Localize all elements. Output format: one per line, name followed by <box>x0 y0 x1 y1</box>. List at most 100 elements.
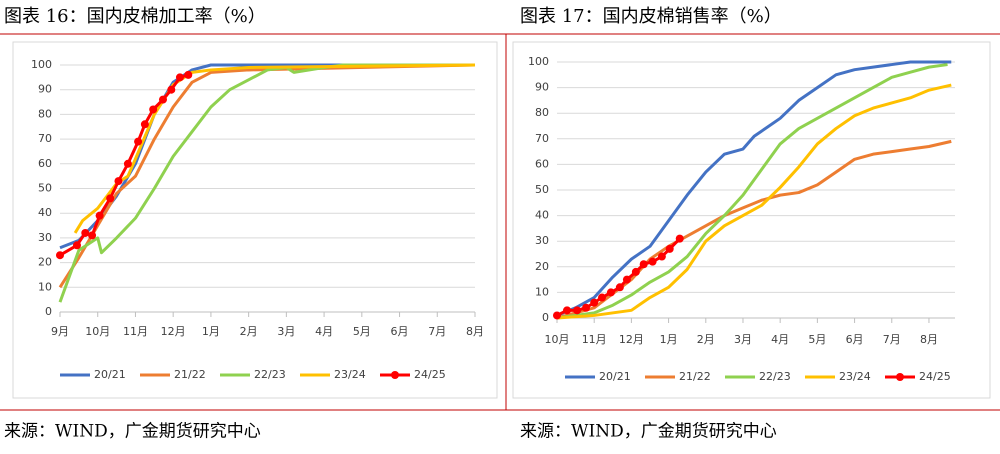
legend-label: 22/23 <box>254 368 286 381</box>
legend-label: 24/25 <box>414 368 446 381</box>
y-tick-label: 90 <box>38 83 52 96</box>
series-line <box>556 83 952 320</box>
y-tick-label: 60 <box>38 157 52 170</box>
chart-title: 图表 16：国内皮棉加工率（%） <box>4 6 266 27</box>
point <box>573 306 582 315</box>
point <box>106 194 115 203</box>
y-tick-label: 90 <box>535 81 549 94</box>
legend-label: 20/21 <box>94 368 126 381</box>
x-tick-label: 12月 <box>161 325 186 338</box>
y-tick-label: 0 <box>45 305 52 318</box>
chart-frame <box>12 41 498 399</box>
legend-label: 23/24 <box>334 368 366 381</box>
y-tick-label: 60 <box>535 157 549 170</box>
point <box>657 252 666 261</box>
point <box>639 260 648 269</box>
legend-marker <box>896 373 904 381</box>
point <box>590 298 599 307</box>
point <box>622 275 631 284</box>
chart-title: 图表 17：国内皮棉销售率（%） <box>520 6 782 27</box>
y-tick-label: 70 <box>38 132 52 145</box>
series-line <box>556 139 952 320</box>
x-tick-label: 5月 <box>808 333 826 346</box>
x-tick-label: 4月 <box>315 325 333 338</box>
point <box>81 228 90 237</box>
y-tick-label: 0 <box>542 311 549 324</box>
y-tick-label: 80 <box>535 106 549 119</box>
point <box>175 73 184 82</box>
legend-label: 21/22 <box>174 368 206 381</box>
point <box>158 95 167 104</box>
y-tick-label: 40 <box>535 209 549 222</box>
legend-label: 24/25 <box>919 370 951 383</box>
point <box>648 257 657 266</box>
point <box>88 231 97 240</box>
x-tick-label: 7月 <box>883 333 901 346</box>
x-tick-label: 4月 <box>771 333 789 346</box>
point <box>631 267 640 276</box>
y-tick-label: 70 <box>535 132 549 145</box>
point <box>184 70 193 79</box>
y-tick-label: 50 <box>535 183 549 196</box>
point <box>582 303 591 312</box>
point <box>56 251 64 260</box>
point <box>598 293 607 302</box>
y-tick-label: 40 <box>38 206 52 219</box>
source-note: 来源：WIND，广金期货研究中心 <box>4 422 261 442</box>
chart-frame <box>512 41 991 399</box>
source-note: 来源：WIND，广金期货研究中心 <box>520 422 777 442</box>
x-tick-label: 3月 <box>277 325 295 338</box>
y-tick-label: 10 <box>38 280 52 293</box>
y-tick-label: 100 <box>528 55 549 68</box>
y-tick-label: 20 <box>535 260 549 273</box>
point <box>675 234 684 243</box>
point <box>95 211 104 220</box>
legend-label: 21/22 <box>679 370 711 383</box>
series-line <box>59 63 475 250</box>
x-tick-label: 6月 <box>846 333 864 346</box>
point <box>140 120 149 129</box>
legend-label: 20/21 <box>599 370 631 383</box>
y-tick-label: 30 <box>38 231 52 244</box>
point <box>123 159 132 168</box>
y-tick-label: 10 <box>535 285 549 298</box>
x-tick-label: 1月 <box>202 325 220 338</box>
y-tick-label: 20 <box>38 256 52 269</box>
series-line <box>73 63 476 234</box>
point <box>553 311 561 320</box>
x-tick-label: 12月 <box>619 333 644 346</box>
y-tick-label: 30 <box>535 234 549 247</box>
y-tick-label: 100 <box>31 58 52 71</box>
point <box>134 137 143 146</box>
x-tick-label: 3月 <box>734 333 752 346</box>
point <box>606 288 615 297</box>
x-tick-label: 1月 <box>660 333 678 346</box>
x-tick-label: 2月 <box>697 333 715 346</box>
point <box>114 177 123 186</box>
x-tick-label: 11月 <box>582 333 607 346</box>
x-tick-label: 10月 <box>85 325 110 338</box>
point <box>167 85 176 94</box>
x-tick-label: 9月 <box>51 325 69 338</box>
x-tick-label: 11月 <box>123 325 148 338</box>
x-tick-label: 8月 <box>920 333 938 346</box>
point <box>563 306 572 315</box>
x-tick-label: 5月 <box>353 325 371 338</box>
series-line <box>556 63 948 320</box>
point <box>72 241 81 250</box>
legend-label: 22/23 <box>759 370 791 383</box>
x-tick-label: 2月 <box>240 325 258 338</box>
y-tick-label: 50 <box>38 182 52 195</box>
legend-label: 23/24 <box>839 370 871 383</box>
point <box>149 105 158 114</box>
x-tick-label: 7月 <box>428 325 446 338</box>
x-tick-label: 6月 <box>391 325 409 338</box>
y-tick-label: 80 <box>38 107 52 120</box>
point <box>615 283 624 292</box>
series-line <box>58 63 475 303</box>
series-line <box>556 60 952 317</box>
point <box>665 244 674 253</box>
legend-marker <box>391 371 399 379</box>
x-tick-label: 10月 <box>545 333 570 346</box>
